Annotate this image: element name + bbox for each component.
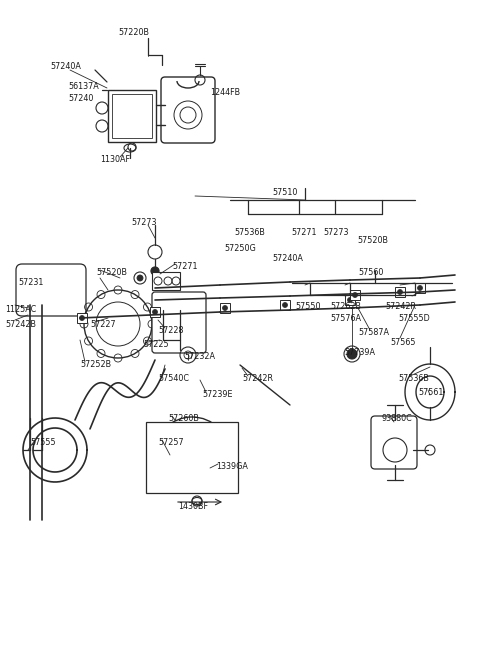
Text: 57260B: 57260B: [168, 414, 199, 423]
Text: 57520B: 57520B: [96, 268, 127, 277]
Bar: [150, 307, 160, 317]
Text: 57536B: 57536B: [234, 228, 265, 237]
Text: 57225: 57225: [143, 340, 168, 349]
Text: 57228: 57228: [158, 326, 183, 335]
Text: 57240A: 57240A: [50, 62, 81, 71]
Text: 1339GA: 1339GA: [216, 462, 248, 471]
Text: 57271: 57271: [172, 262, 197, 271]
Bar: [146, 422, 238, 493]
FancyBboxPatch shape: [16, 264, 86, 316]
Text: 57560: 57560: [358, 268, 384, 277]
Circle shape: [348, 297, 352, 303]
Text: 57576A: 57576A: [330, 314, 361, 323]
Text: 1244FB: 1244FB: [210, 88, 240, 97]
Text: 57250G: 57250G: [224, 244, 256, 253]
Text: 57273: 57273: [323, 228, 348, 237]
Text: 1430BF: 1430BF: [178, 502, 208, 511]
Circle shape: [153, 310, 157, 314]
Bar: [220, 303, 230, 313]
Bar: [112, 94, 152, 138]
Text: 57242R: 57242R: [385, 302, 416, 311]
Bar: [108, 90, 156, 142]
Text: 57555D: 57555D: [398, 314, 430, 323]
Circle shape: [397, 290, 403, 295]
Bar: [395, 287, 405, 297]
Text: 56137A: 56137A: [68, 82, 99, 91]
Text: 57227: 57227: [90, 320, 116, 329]
Circle shape: [151, 267, 159, 275]
Text: 57252B: 57252B: [80, 360, 111, 369]
Circle shape: [347, 349, 357, 359]
Text: 1130AF: 1130AF: [100, 155, 130, 164]
Text: 57262B: 57262B: [330, 302, 361, 311]
Text: 93880C: 93880C: [382, 414, 413, 423]
Text: 57257: 57257: [158, 438, 184, 447]
Text: 57520B: 57520B: [357, 236, 388, 245]
Bar: [345, 295, 355, 305]
Text: 57587A: 57587A: [358, 328, 389, 337]
Text: 57240A: 57240A: [272, 254, 303, 263]
Text: 57242R: 57242R: [242, 374, 273, 383]
Circle shape: [223, 305, 228, 310]
Text: 57232A: 57232A: [184, 352, 215, 361]
FancyBboxPatch shape: [161, 77, 215, 143]
Bar: [350, 290, 360, 300]
Text: 57550: 57550: [295, 302, 321, 311]
Text: 57271: 57271: [291, 228, 316, 237]
Bar: [280, 300, 290, 310]
Text: 57561: 57561: [418, 388, 444, 397]
Text: 57536B: 57536B: [398, 374, 429, 383]
Text: 57239E: 57239E: [202, 390, 232, 399]
Text: 57231: 57231: [18, 278, 43, 287]
Text: 1125AC: 1125AC: [5, 305, 36, 314]
Text: 57555: 57555: [30, 438, 56, 447]
Text: 57273: 57273: [131, 218, 156, 227]
Bar: [415, 283, 425, 293]
Bar: [77, 313, 87, 323]
FancyBboxPatch shape: [152, 292, 206, 353]
Bar: [152, 272, 180, 290]
Circle shape: [352, 293, 358, 297]
Text: 57565: 57565: [390, 338, 416, 347]
FancyBboxPatch shape: [371, 416, 417, 469]
Circle shape: [283, 303, 288, 307]
Text: 57220B: 57220B: [118, 28, 149, 37]
Text: 57540C: 57540C: [158, 374, 189, 383]
Text: 57510: 57510: [272, 188, 298, 197]
Text: 57240: 57240: [68, 94, 94, 103]
Text: 57242B: 57242B: [5, 320, 36, 329]
Circle shape: [137, 275, 143, 281]
Circle shape: [418, 286, 422, 291]
Text: 57739A: 57739A: [344, 348, 375, 357]
Circle shape: [80, 316, 84, 320]
